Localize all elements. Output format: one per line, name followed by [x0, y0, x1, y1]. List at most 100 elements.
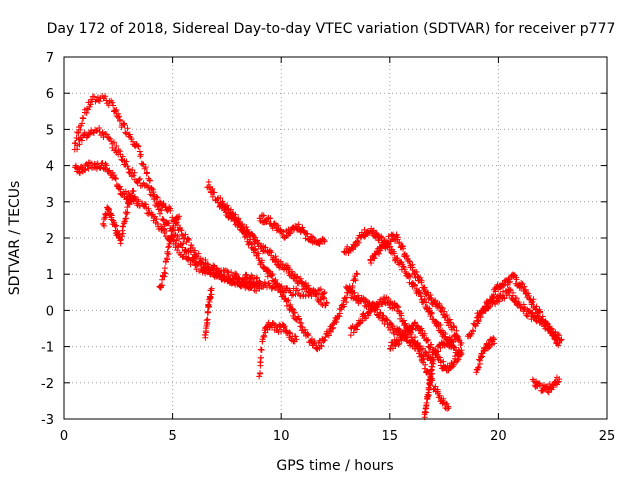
data-point [108, 212, 115, 219]
x-tick-label: 15 [382, 429, 399, 444]
data-point [232, 270, 239, 277]
data-point [119, 233, 126, 240]
data-point [279, 261, 286, 268]
data-point [447, 319, 454, 326]
data-point [451, 344, 458, 351]
data-point [437, 362, 444, 369]
data-point [533, 303, 540, 310]
data-point [321, 238, 328, 245]
series-track-k [341, 225, 465, 359]
data-point [352, 242, 359, 249]
data-point [274, 222, 281, 229]
data-point [159, 225, 166, 232]
data-point [256, 370, 263, 377]
data-point [137, 151, 144, 158]
data-point [529, 298, 536, 305]
series-track-r [474, 286, 565, 344]
data-point [117, 116, 124, 123]
data-point [402, 320, 409, 327]
data-point [102, 93, 109, 100]
data-point [434, 320, 441, 327]
data-point [294, 274, 301, 281]
data-point [327, 328, 334, 335]
data-point [260, 265, 267, 272]
data-point [77, 126, 84, 133]
data-point [281, 324, 288, 331]
data-point [453, 327, 460, 334]
data-point [521, 283, 528, 290]
data-point [128, 135, 135, 142]
data-point [322, 334, 329, 341]
data-point [142, 164, 149, 171]
data-point [123, 158, 130, 165]
data-point [124, 125, 131, 132]
data-point [411, 282, 418, 289]
data-point [134, 142, 141, 149]
data-point [402, 327, 409, 334]
x-tick-label: 10 [273, 429, 290, 444]
data-point [217, 195, 224, 202]
y-tick-label: 0 [46, 304, 54, 319]
data-point [243, 231, 250, 238]
data-point [204, 309, 211, 316]
data-point [406, 272, 413, 279]
data-point [110, 102, 117, 109]
data-point [349, 282, 356, 289]
data-point [258, 259, 265, 266]
data-point [394, 234, 401, 241]
data-point [126, 201, 133, 208]
data-point [371, 307, 378, 314]
data-point [208, 291, 215, 298]
data-point [215, 268, 222, 275]
data-point [119, 153, 126, 160]
series-track-j [201, 285, 215, 341]
data-point [80, 115, 87, 122]
data-point [96, 98, 103, 105]
data-point [258, 243, 265, 250]
data-point [485, 303, 492, 310]
data-point [377, 247, 384, 254]
data-point [395, 341, 402, 348]
data-point [209, 185, 216, 192]
data-point [124, 209, 131, 216]
data-point [123, 130, 130, 137]
data-point [145, 205, 152, 212]
data-point [297, 275, 304, 282]
data-point [352, 277, 359, 284]
data-point [412, 319, 419, 326]
data-point [350, 329, 357, 336]
data-point [76, 141, 83, 148]
data-point [257, 354, 264, 361]
data-point [204, 316, 211, 323]
data-point [420, 356, 427, 363]
data-point [182, 231, 189, 238]
data-point [288, 292, 295, 299]
data-point [320, 337, 327, 344]
data-point [262, 244, 269, 251]
data-point [113, 222, 120, 229]
data-point [437, 322, 444, 329]
data-point [250, 279, 257, 286]
data-point [275, 257, 282, 264]
data-point [428, 366, 435, 373]
data-point [425, 386, 432, 393]
y-tick-label: 3 [46, 196, 54, 211]
data-point [281, 289, 288, 296]
data-point [355, 292, 362, 299]
data-point [100, 216, 107, 223]
data-point [194, 260, 201, 267]
data-point [399, 242, 406, 249]
data-point [310, 234, 317, 241]
data-point [411, 270, 418, 277]
data-point [318, 343, 325, 350]
grid-lines [64, 57, 607, 419]
data-point [496, 298, 503, 305]
y-tick-label: 1 [46, 268, 54, 283]
data-point [194, 254, 201, 261]
data-point [436, 392, 443, 399]
data-point [227, 206, 234, 213]
series-track-p [421, 356, 437, 421]
data-point [450, 363, 457, 370]
data-point [347, 332, 354, 339]
data-point [167, 207, 174, 214]
